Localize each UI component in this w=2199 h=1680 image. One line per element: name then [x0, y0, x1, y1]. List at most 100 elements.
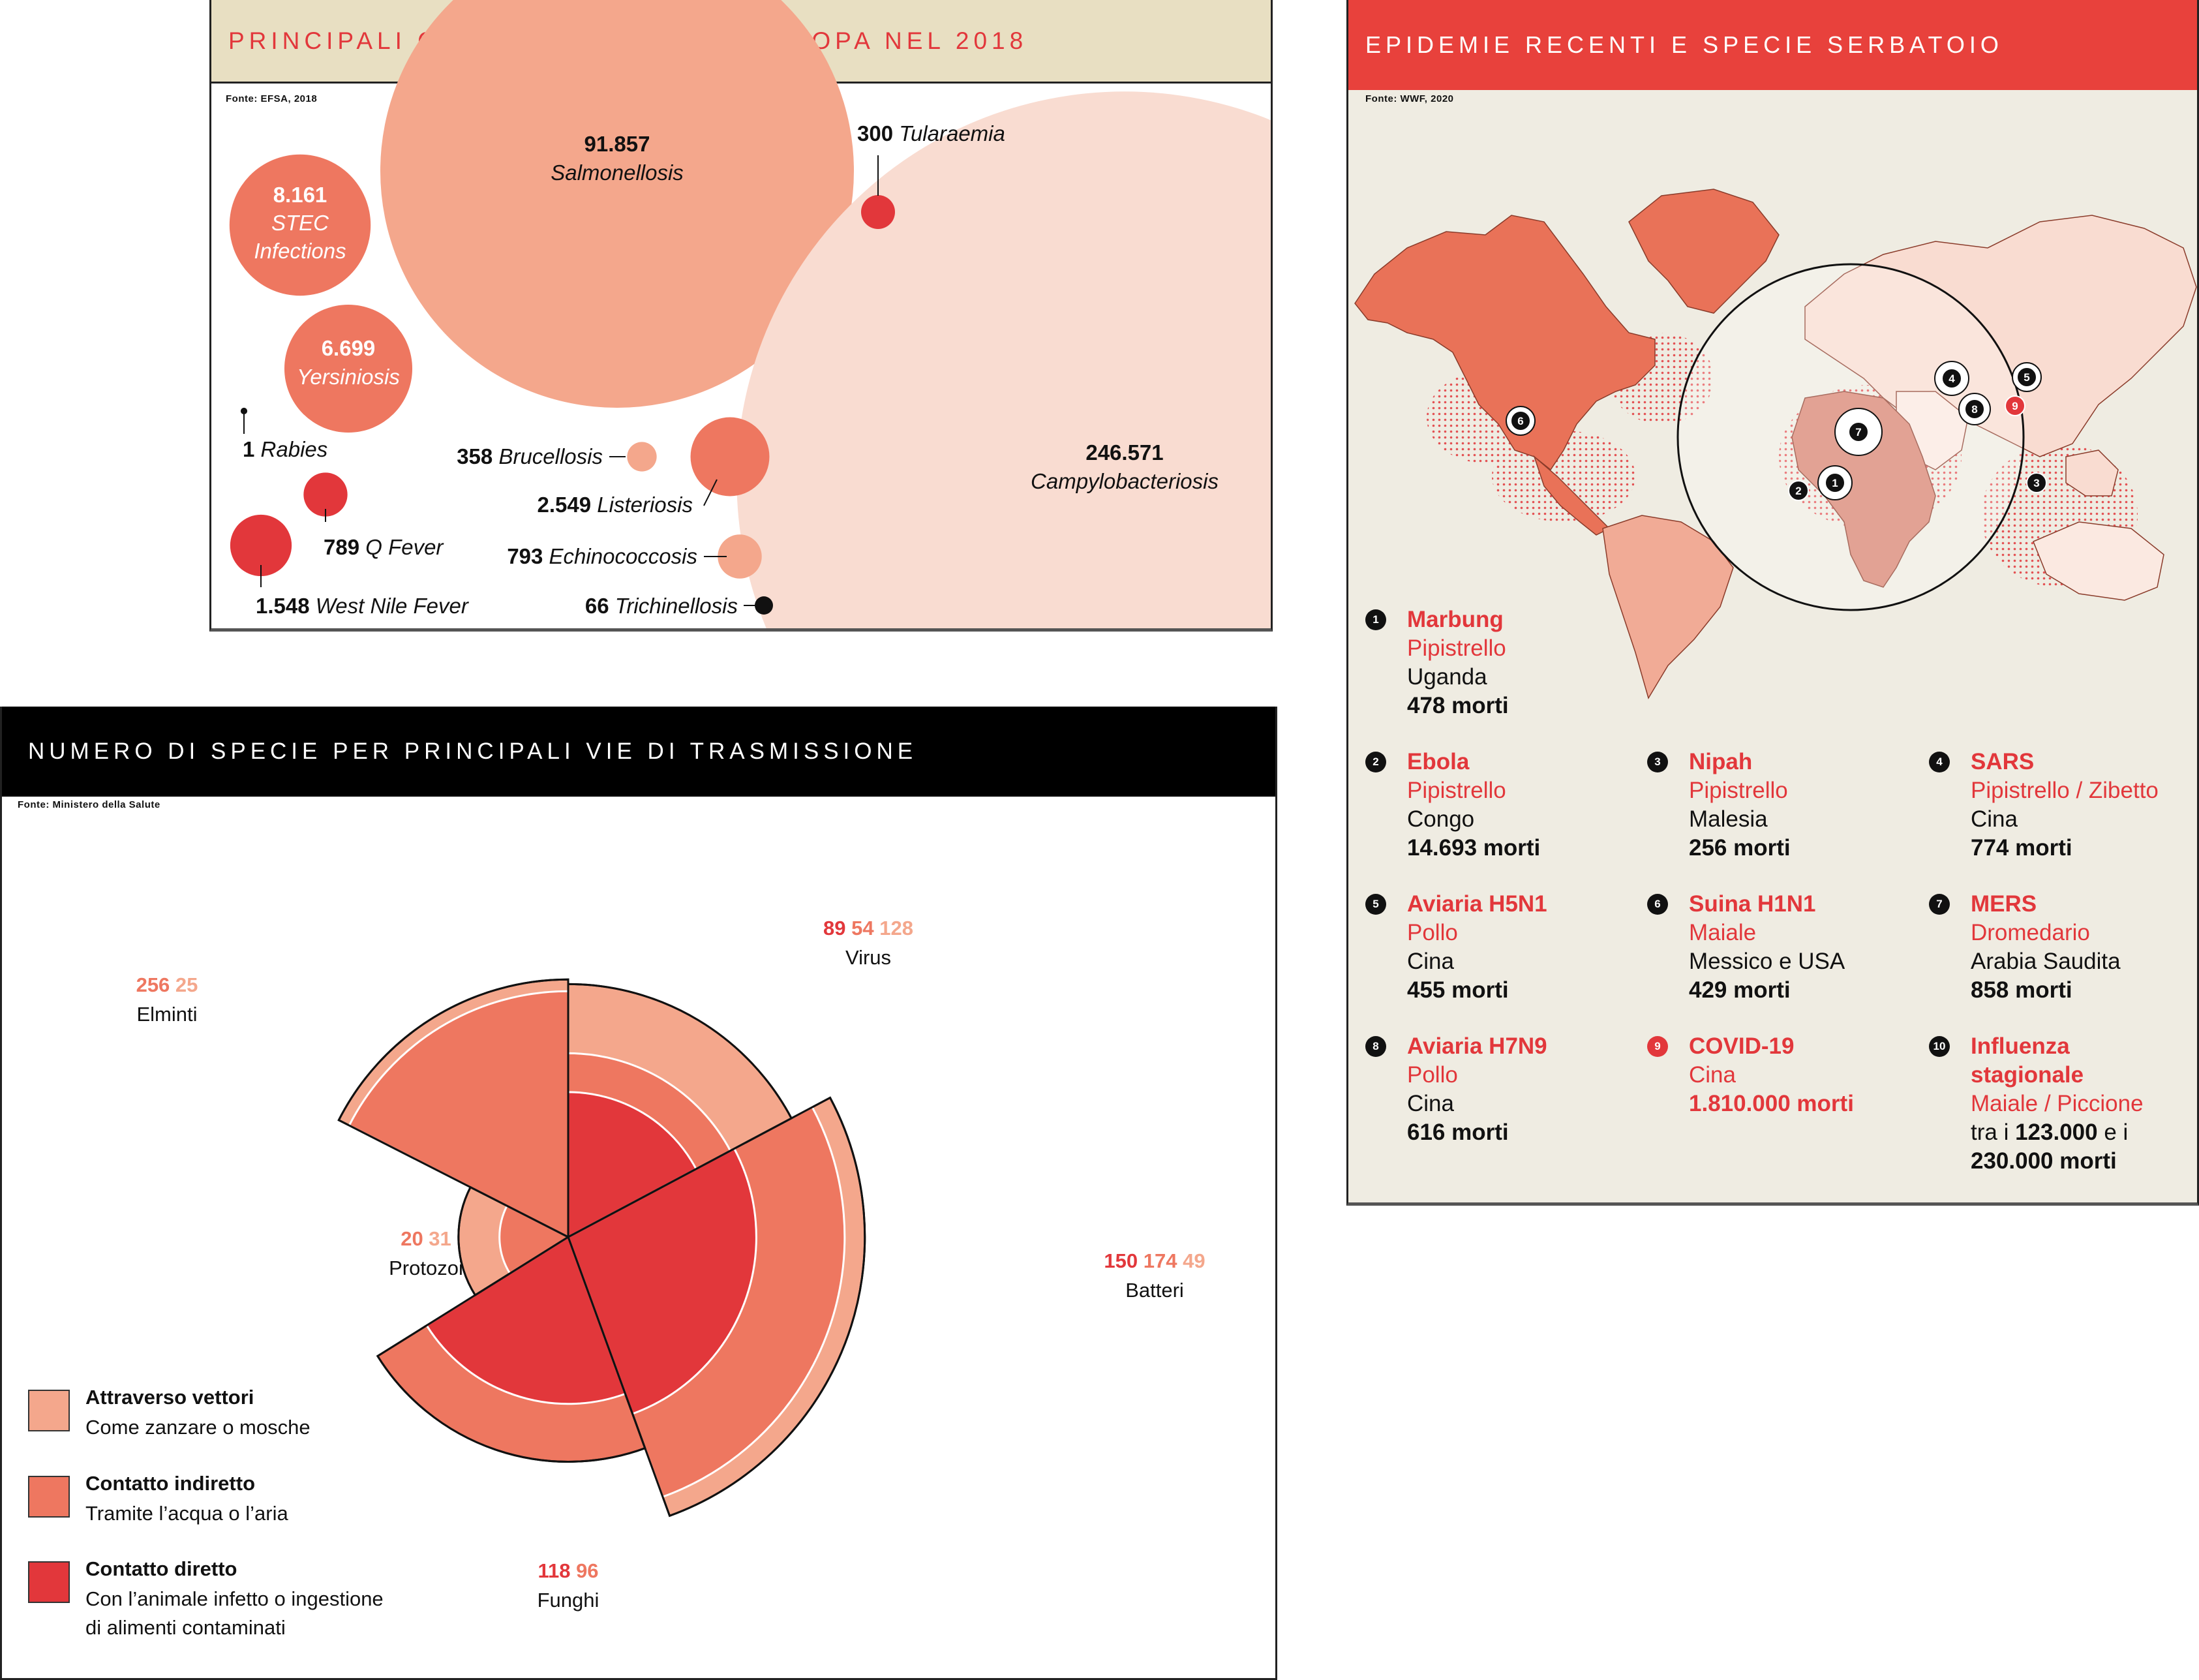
epidemic-number-badge: 10 [1929, 1036, 1950, 1057]
polar-sector-virus [567, 983, 793, 1239]
bubble-value-label: 6.699 [322, 336, 376, 360]
epidemic-deaths: 774 morti [1971, 835, 2072, 861]
polar-category-label: Elminti [136, 1003, 197, 1026]
map-marker-6: 6 [1506, 406, 1536, 436]
polar-label-funghi: 118 96 Funghi [538, 1559, 599, 1611]
epidemic-deaths: 478 morti [1407, 693, 1509, 718]
svg-text:2: 2 [1795, 485, 1801, 497]
bubble-listeriosis: 2.549 Listeriosis [538, 417, 770, 517]
epidemic-name: Aviaria H5N1 [1407, 891, 1547, 917]
epidemie-panel: EPIDEMIE RECENTI E SPECIE SERBATOIO Font… [1346, 0, 2199, 1206]
legend-desc: Come zanzare o mosche [85, 1416, 311, 1439]
polar-sector-outline [376, 1235, 646, 1463]
legend-title: Contatto diretto [85, 1557, 237, 1580]
map-marker-3: 3 [2026, 472, 2047, 493]
map-marker-2: 2 [1788, 480, 1809, 501]
australia-shape [2033, 521, 2164, 601]
svg-text:7: 7 [1855, 426, 1861, 438]
epidemic-place: Uganda [1407, 664, 1487, 690]
bubble-label: 1 Rabies [243, 437, 327, 461]
polar-category-label: Batteri [1125, 1279, 1184, 1302]
bubble-value-label: 91.857 [584, 132, 650, 156]
specie-panel: NUMERO DI SPECIE PER PRINCIPALI VIE DI T… [0, 707, 1277, 1680]
bubble-label: 789 Q Fever [324, 535, 444, 559]
polar-ring-direct [567, 1091, 698, 1239]
polar-values-label: 118 96 [538, 1559, 598, 1582]
polar-sector-elminti [337, 978, 569, 1239]
polar-category-label: Funghi [538, 1589, 599, 1611]
legend-desc: Tramite l’acqua o l’aria [85, 1502, 288, 1525]
epidemic-item-sars: 4 SARS Pipistrello / Zibetto Cina 774 morti [1929, 748, 2197, 863]
polar-values-label: 150 174 49 [1104, 1249, 1205, 1272]
epidemic-species: Pollo [1407, 1062, 1458, 1088]
epidemic-number-badge: 5 [1365, 894, 1386, 915]
bubble-label: 2.549 Listeriosis [538, 493, 693, 517]
epidemic-species: Maiale / Piccione [1971, 1091, 2144, 1116]
bubble-name-label: Infections [254, 239, 346, 263]
bubble-label: 66 Trichinellosis [585, 594, 738, 618]
bubble-rabies: 1 Rabies [241, 408, 327, 461]
epidemic-name: SARS [1971, 749, 2035, 774]
epidemic-name: MERS [1971, 891, 2037, 917]
epidemic-item-covid-19: 9 COVID-19 Cina 1.810.000 morti [1647, 1032, 1921, 1118]
legend-title: Contatto indiretto [85, 1472, 256, 1495]
epidemic-deaths: 455 morti [1407, 977, 1509, 1003]
bubble-brucellosis-circle [627, 442, 657, 472]
epidemic-place: Malesia [1689, 806, 1768, 832]
africa-shape [1791, 391, 1936, 588]
epidemic-number-badge: 8 [1365, 1036, 1386, 1057]
bubble-q-fever-circle [303, 472, 348, 517]
legend-swatch [28, 1561, 70, 1603]
epidemic-deaths: 256 morti [1689, 835, 1791, 861]
bubble-trichinellosis: 66 Trichinellosis [585, 594, 773, 618]
bubble-salmonellosis: 91.857 Salmonellosis [380, 0, 854, 408]
bubble-yersiniosis-circle [284, 304, 413, 433]
bubble-brucellosis: 358 Brucellosis [457, 442, 657, 472]
epidemic-species: Dromedario [1971, 920, 2090, 945]
bubble-tularaemia: 300 Tularaemia [857, 121, 1005, 229]
legend-swatch [28, 1390, 70, 1431]
polar-ring-direct [425, 1235, 627, 1405]
specie-header: NUMERO DI SPECIE PER PRINCIPALI VIE DI T… [2, 707, 1275, 797]
epidemic-item-nipah: 3 Nipah Pipistrello Malesia 256 morti [1647, 748, 1921, 863]
polar-category-label: Protozoi [389, 1257, 463, 1279]
polar-sector-outline [457, 1185, 571, 1297]
epidemic-number-badge: 1 [1365, 609, 1386, 630]
polar-values-label: 256 25 [136, 973, 198, 996]
epidemic-number-badge: 7 [1929, 894, 1950, 915]
epidemic-name: Marbung [1407, 607, 1504, 632]
epidemic-item-aviaria-h7n9: 8 Aviaria H7N9 Pollo Cina 616 morti [1365, 1032, 1639, 1147]
bubble-q-fever: 789 Q Fever [303, 472, 444, 559]
specie-title: NUMERO DI SPECIE PER PRINCIPALI VIE DI T… [28, 739, 918, 764]
legend-desc: Con l’animale infetto o ingestione di ali… [85, 1587, 384, 1639]
polar-label-virus: 89 54 128 Virus [823, 917, 913, 969]
bubble-dot [241, 408, 247, 414]
bubble-stec-infections-circle [229, 154, 371, 296]
polar-category-label: Virus [845, 946, 891, 969]
specie-polar-chart: 89 54 128 Virus 150 174 49 Batteri 118 96 Fun… [136, 917, 1206, 1611]
map-marker-8: 8 [1958, 393, 1991, 425]
bubble-label: 358 Brucellosis [457, 444, 603, 468]
polar-label-elminti: 256 25 Elminti [136, 973, 198, 1026]
polar-values-label: 20 31 [401, 1227, 451, 1250]
epidemic-species: Maiale [1689, 920, 1757, 945]
bubble-west-nile-fever-circle [230, 514, 292, 577]
polar-sector-batteri [567, 1096, 866, 1518]
bubble-value-label: 8.161 [273, 183, 327, 207]
polar-ring-direct [567, 1147, 757, 1415]
epidemic-number-badge: 9 [1647, 1036, 1668, 1057]
svg-text:3: 3 [2033, 477, 2039, 489]
epidemic-name: Aviaria H7N9 [1407, 1033, 1547, 1059]
epidemic-number-badge: 6 [1647, 894, 1668, 915]
epidemic-item-influenza: 10 Influenza stagionale Maiale / Piccione tr… [1929, 1032, 2197, 1176]
epidemic-place: Cina [1971, 806, 2018, 832]
svg-text:6: 6 [1517, 415, 1523, 427]
epidemic-deaths: 230.000 morti [1971, 1148, 2117, 1174]
polar-sector-outline [567, 983, 793, 1239]
zoonosi-source: Fonte: EFSA, 2018 [226, 93, 318, 104]
svg-text:8: 8 [1971, 403, 1977, 416]
bubble-label: 793 Echinococcosis [507, 544, 697, 568]
polar-values-label: 89 54 128 [823, 917, 913, 939]
bubble-trichinellosis-circle [755, 596, 773, 615]
polar-sector-outline [337, 978, 569, 1239]
